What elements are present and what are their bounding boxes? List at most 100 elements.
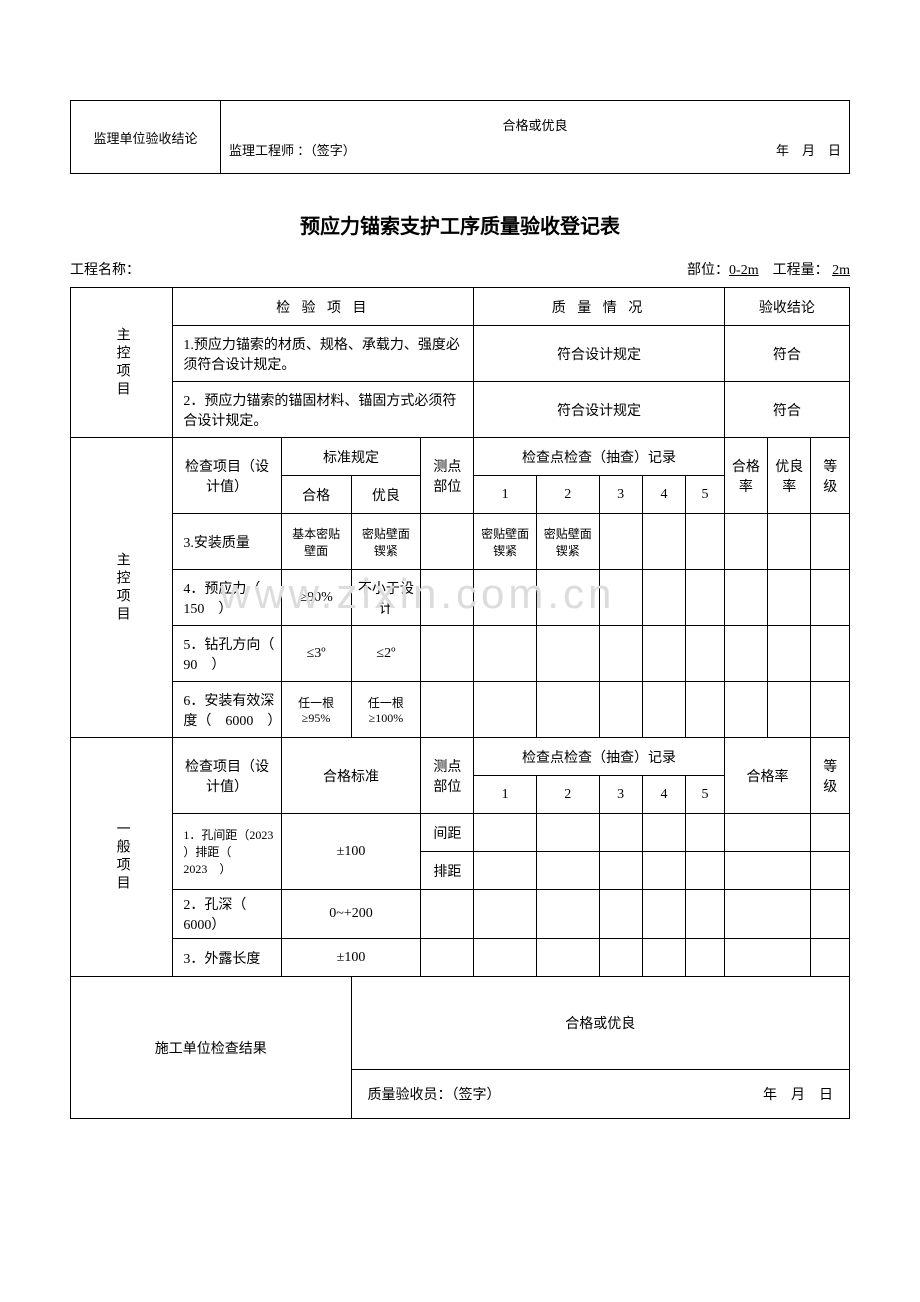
pass-rate-header: 合格率: [724, 438, 767, 514]
insp-item-header: 检 验 项 目: [173, 288, 474, 326]
g1a-c3: [599, 814, 642, 852]
g3-gr: [811, 939, 850, 977]
main-ctrl-label-1: 主控项目: [71, 288, 173, 438]
ctrl-header-row-a: 主控项目 检查项目（设计值） 标准规定 测点部位 检查点检查（抽查）记录 合格率…: [71, 438, 850, 476]
ci5-pos: [421, 626, 474, 682]
g3-std: ±100: [281, 939, 421, 977]
ci5-c2: [536, 626, 599, 682]
main-table: 主控项目 检 验 项 目 质 量 情 况 验收结论 1.预应力锚索的材质、规格、…: [70, 287, 850, 1119]
g3-c2: [536, 939, 599, 977]
g1b-c2: [536, 852, 599, 890]
g3-name: 3．外露长度: [173, 939, 281, 977]
ci5-exc: ≤2º: [351, 626, 421, 682]
ci3-qual: 基本密贴壁面: [281, 514, 351, 570]
ci5-er: [768, 626, 811, 682]
grade-header: 等级: [811, 438, 850, 514]
col-1: 1: [474, 476, 537, 514]
ci4-exc: 不小于设计: [351, 570, 421, 626]
ctrl-text-2: 2．预应力锚索的锚固材料、锚固方式必须符合设计规定。: [173, 382, 474, 438]
ci6-pos: [421, 682, 474, 738]
ci4-pos: [421, 570, 474, 626]
ci4-c3: [599, 570, 642, 626]
footer-row-1: 施工单位检查结果 合格或优良: [71, 977, 850, 1070]
ci6-pr: [724, 682, 767, 738]
ctrl-quality-1: 符合设计规定: [474, 326, 724, 382]
gen-row-3: 3．外露长度 ±100: [71, 939, 850, 977]
page-wrap: 监理单位验收结论 合格或优良 监理工程师 ：（签字） 年 月 日 预应力锚索支护…: [70, 100, 850, 1119]
ci4-c2: [536, 570, 599, 626]
ctrl-quality-2: 符合设计规定: [474, 382, 724, 438]
supervisor-content: 合格或优良 监理工程师 ：（签字） 年 月 日: [221, 101, 850, 174]
ci6-c5: [686, 682, 725, 738]
gen-grade-header: 等级: [811, 738, 850, 814]
supervisor-box: 监理单位验收结论 合格或优良 监理工程师 ：（签字） 年 月 日: [70, 100, 850, 174]
header-row-1: 主控项目 检 验 项 目 质 量 情 况 验收结论: [71, 288, 850, 326]
ci3-pos: [421, 514, 474, 570]
g1b-gr: [811, 852, 850, 890]
g2-gr: [811, 890, 850, 939]
qty-value: 2m: [832, 263, 850, 278]
conclusion-header: 验收结论: [724, 288, 849, 326]
ci3-c5: [686, 514, 725, 570]
pos-value: 0-2m: [729, 263, 759, 278]
g2-pr: [724, 890, 811, 939]
ci3-c4: [642, 514, 685, 570]
g3-c4: [642, 939, 685, 977]
gen-pass-rate-header: 合格率: [724, 738, 811, 814]
ctrl-concl-1: 符合: [724, 326, 849, 382]
g1-posB: 排距: [421, 852, 474, 890]
ci4-er: [768, 570, 811, 626]
ci3-c1: 密贴壁面锲紧: [474, 514, 537, 570]
position-block: 部位：0-2m 工程量： 2m: [687, 259, 850, 279]
ctrl-item-row-5: 5．钻孔方向（ 90 ） ≤3º ≤2º: [71, 626, 850, 682]
record-header: 检查点检查（抽查）记录: [474, 438, 724, 476]
subhead-row: 工程名称： 部位：0-2m 工程量： 2m: [70, 259, 850, 279]
ci5-c4: [642, 626, 685, 682]
exc-rate-header: 优良率: [768, 438, 811, 514]
g1b-c1: [474, 852, 537, 890]
col-2: 2: [536, 476, 599, 514]
g-col-3: 3: [599, 776, 642, 814]
footer-sign-label: 质量验收员：（签字）: [368, 1084, 501, 1104]
supervisor-sign-label: 监理工程师 ：（签字）: [229, 140, 356, 159]
g2-name: 2．孔深（ 6000）: [173, 890, 281, 939]
ci3-c3: [599, 514, 642, 570]
ci6-exc: 任一根≥100%: [351, 682, 421, 738]
footer-left: 施工单位检查结果: [71, 977, 352, 1119]
g1b-c3: [599, 852, 642, 890]
excellent-header: 优良: [351, 476, 421, 514]
ci3-name: 3.安装质量: [173, 514, 281, 570]
g2-c2: [536, 890, 599, 939]
g-col-5: 5: [686, 776, 725, 814]
gen-record-header: 检查点检查（抽查）记录: [474, 738, 724, 776]
g1a-c5: [686, 814, 725, 852]
ci6-c3: [599, 682, 642, 738]
ctrl-text-1: 1.预应力锚索的材质、规格、承载力、强度必须符合设计规定。: [173, 326, 474, 382]
g2-c4: [642, 890, 685, 939]
col-4: 4: [642, 476, 685, 514]
footer-date: 年 月 日: [763, 1084, 833, 1104]
measure-pos-header: 测点部位: [421, 438, 474, 514]
g1a-pr: [724, 814, 811, 852]
g1a-c2: [536, 814, 599, 852]
ci5-qual: ≤3º: [281, 626, 351, 682]
g3-pos: [421, 939, 474, 977]
ctrl-item-row-4: 4．预应力（ 150 ） ≥90% 不小于设计: [71, 570, 850, 626]
g3-c5: [686, 939, 725, 977]
ci3-c2: 密贴壁面锲紧: [536, 514, 599, 570]
g3-c1: [474, 939, 537, 977]
ctrl-row-1: 1.预应力锚索的材质、规格、承载力、强度必须符合设计规定。 符合设计规定 符合: [71, 326, 850, 382]
ci6-name: 6．安装有效深度（ 6000 ）: [173, 682, 281, 738]
ci4-c5: [686, 570, 725, 626]
ctrl-item-row-3: 3.安装质量 基本密贴壁面 密贴壁面锲紧 密贴壁面锲紧 密贴壁面锲紧: [71, 514, 850, 570]
footer-r1: 合格或优良: [351, 977, 849, 1070]
g1-std: ±100: [281, 814, 421, 890]
gen-header-row-a: 一般项目 检查项目（设计值） 合格标准 测点部位 检查点检查（抽查）记录 合格率…: [71, 738, 850, 776]
check-item-header: 检查项目（设计值）: [173, 438, 281, 514]
ci5-c3: [599, 626, 642, 682]
ci4-c4: [642, 570, 685, 626]
g1-posA: 间距: [421, 814, 474, 852]
ci4-c1: [474, 570, 537, 626]
col-5: 5: [686, 476, 725, 514]
gen-qual-std-header: 合格标准: [281, 738, 421, 814]
